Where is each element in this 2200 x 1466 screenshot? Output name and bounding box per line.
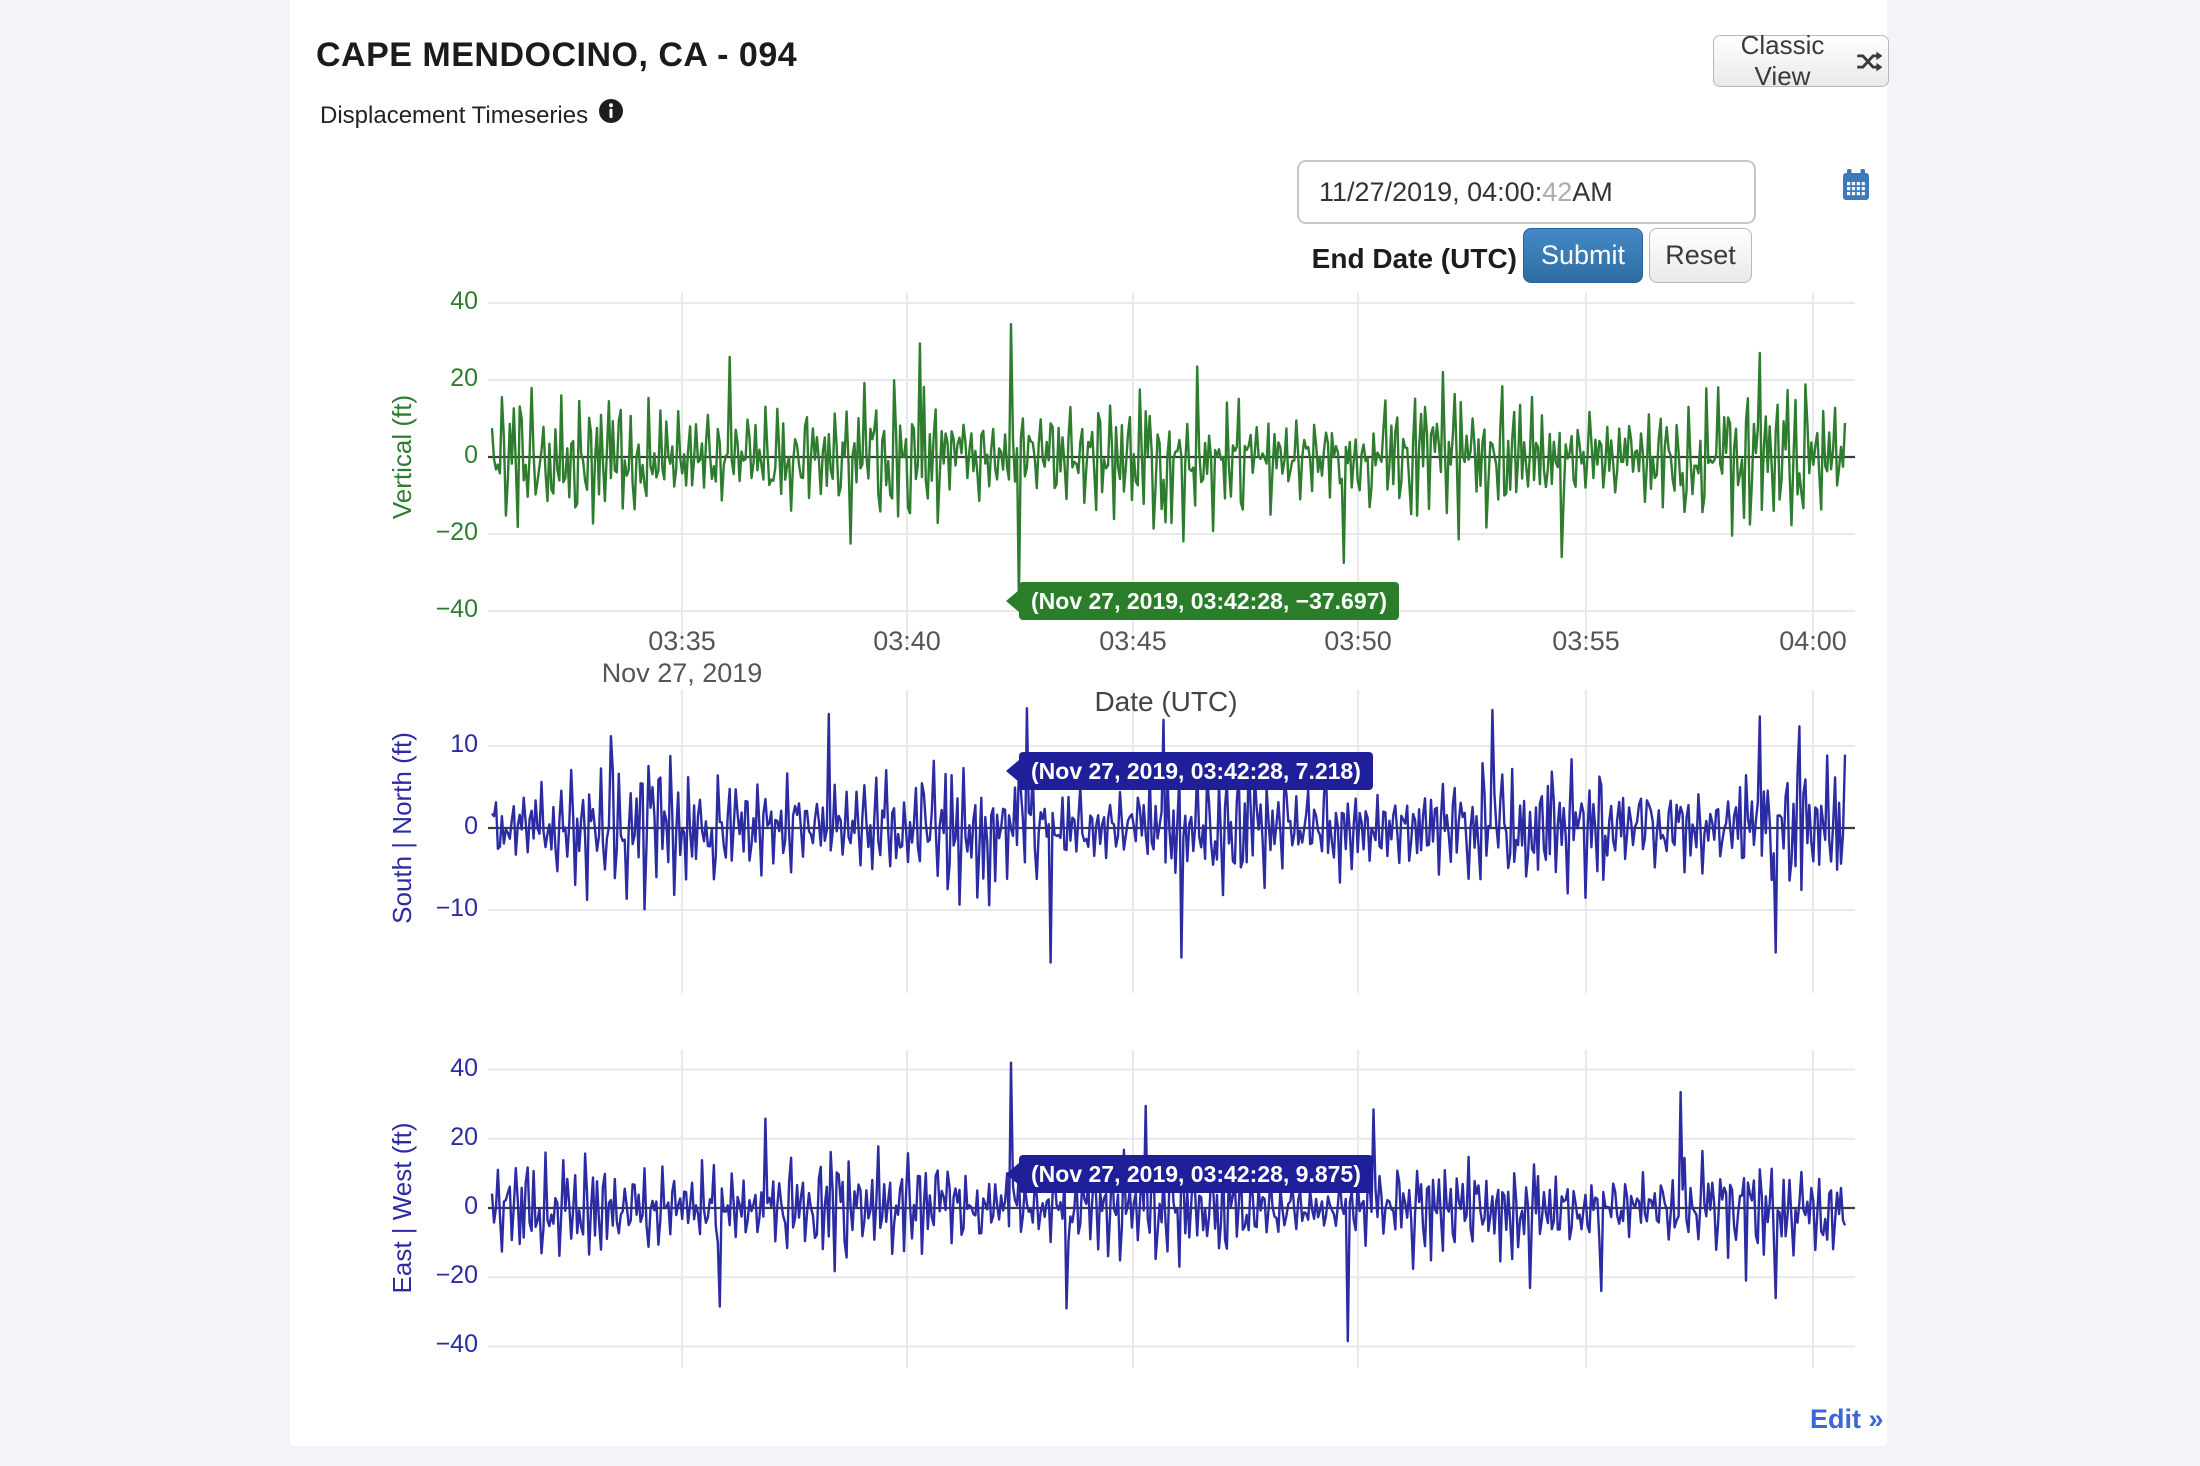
tooltip-arrow	[1006, 1163, 1019, 1185]
x-tick-label: 03:45	[1099, 626, 1167, 656]
trace-vertical	[490, 323, 1847, 604]
page-title: CAPE MENDOCINO, CA - 094	[316, 36, 798, 74]
y-tick-label-east-west: 20	[450, 1122, 478, 1151]
chart-plot-south-north[interactable]	[488, 688, 1855, 995]
y-tick-label-east-west: −40	[435, 1330, 478, 1359]
y-tick-label-east-west: 40	[450, 1053, 478, 1082]
y-tick-label-east-west: 0	[464, 1192, 478, 1220]
x-axis-date-label: Nov 27, 2019	[601, 658, 763, 688]
y-tick-label-south-north: 0	[464, 812, 478, 840]
section-subtitle: Displacement Timeseries	[320, 102, 589, 129]
end-date-label: End Date (UTC)	[1311, 243, 1517, 274]
y-tick-label-south-north: −10	[435, 894, 478, 922]
y-axis-title-east-west: East | West (ft)	[387, 1122, 417, 1294]
classic-view-button[interactable]: Classic View	[1713, 30, 1889, 91]
submit-button[interactable]: Submit	[1523, 228, 1643, 283]
y-tick-label-east-west: −20	[435, 1261, 478, 1290]
edit-link[interactable]: Edit »	[1810, 1404, 1884, 1434]
x-tick-label: 03:40	[873, 626, 941, 656]
end-date-value: 11/27/2019, 04:00:	[1319, 176, 1543, 207]
reset-button[interactable]: Reset	[1649, 228, 1752, 283]
tooltip-arrow	[1006, 760, 1019, 782]
x-tick-label: 03:50	[1324, 626, 1392, 656]
info-icon[interactable]	[598, 98, 624, 124]
trace-south-north	[491, 707, 1847, 964]
tooltip-east-west: (Nov 27, 2019, 03:42:28, 9.875)	[1006, 1155, 1373, 1193]
chart-plot-east-west[interactable]	[488, 1048, 1855, 1370]
calendar-icon-button[interactable]	[1841, 169, 1871, 203]
y-tick-label-vertical: 0	[464, 441, 478, 469]
y-tick-label-vertical: −40	[435, 595, 478, 623]
calendar-icon	[1843, 169, 1869, 200]
tooltip-text: (Nov 27, 2019, 03:42:28, −37.697)	[1019, 582, 1400, 620]
x-tick-label: 03:55	[1552, 626, 1620, 656]
tooltip-vertical: (Nov 27, 2019, 03:42:28, −37.697)	[1006, 582, 1400, 620]
end-date-meridiem: AM	[1572, 176, 1613, 207]
classic-view-label: Classic View	[1740, 30, 1825, 91]
tooltip-text: (Nov 27, 2019, 03:42:28, 7.218)	[1019, 752, 1373, 790]
end-date-input[interactable]: 11/27/2019, 04:00: 42 AM	[1297, 160, 1756, 224]
content-card: CAPE MENDOCINO, CA - 094 Displacement Ti…	[290, 0, 1889, 1446]
x-tick-label: 03:35	[648, 626, 716, 656]
tooltip-text: (Nov 27, 2019, 03:42:28, 9.875)	[1019, 1155, 1373, 1193]
trace-east-west	[490, 1061, 1847, 1343]
tooltip-arrow	[1006, 590, 1019, 612]
shuffle-icon	[1855, 48, 1882, 75]
end-date-seconds: 42	[1542, 176, 1573, 207]
y-tick-label-vertical: 40	[450, 287, 478, 315]
y-tick-label-vertical: −20	[435, 518, 478, 546]
y-tick-label-south-north: 10	[450, 730, 478, 758]
x-axis-title: Date (UTC)	[1094, 686, 1238, 717]
y-tick-label-vertical: 20	[450, 364, 478, 392]
tooltip-south-north: (Nov 27, 2019, 03:42:28, 7.218)	[1006, 752, 1373, 790]
x-tick-label: 04:00	[1779, 626, 1847, 656]
